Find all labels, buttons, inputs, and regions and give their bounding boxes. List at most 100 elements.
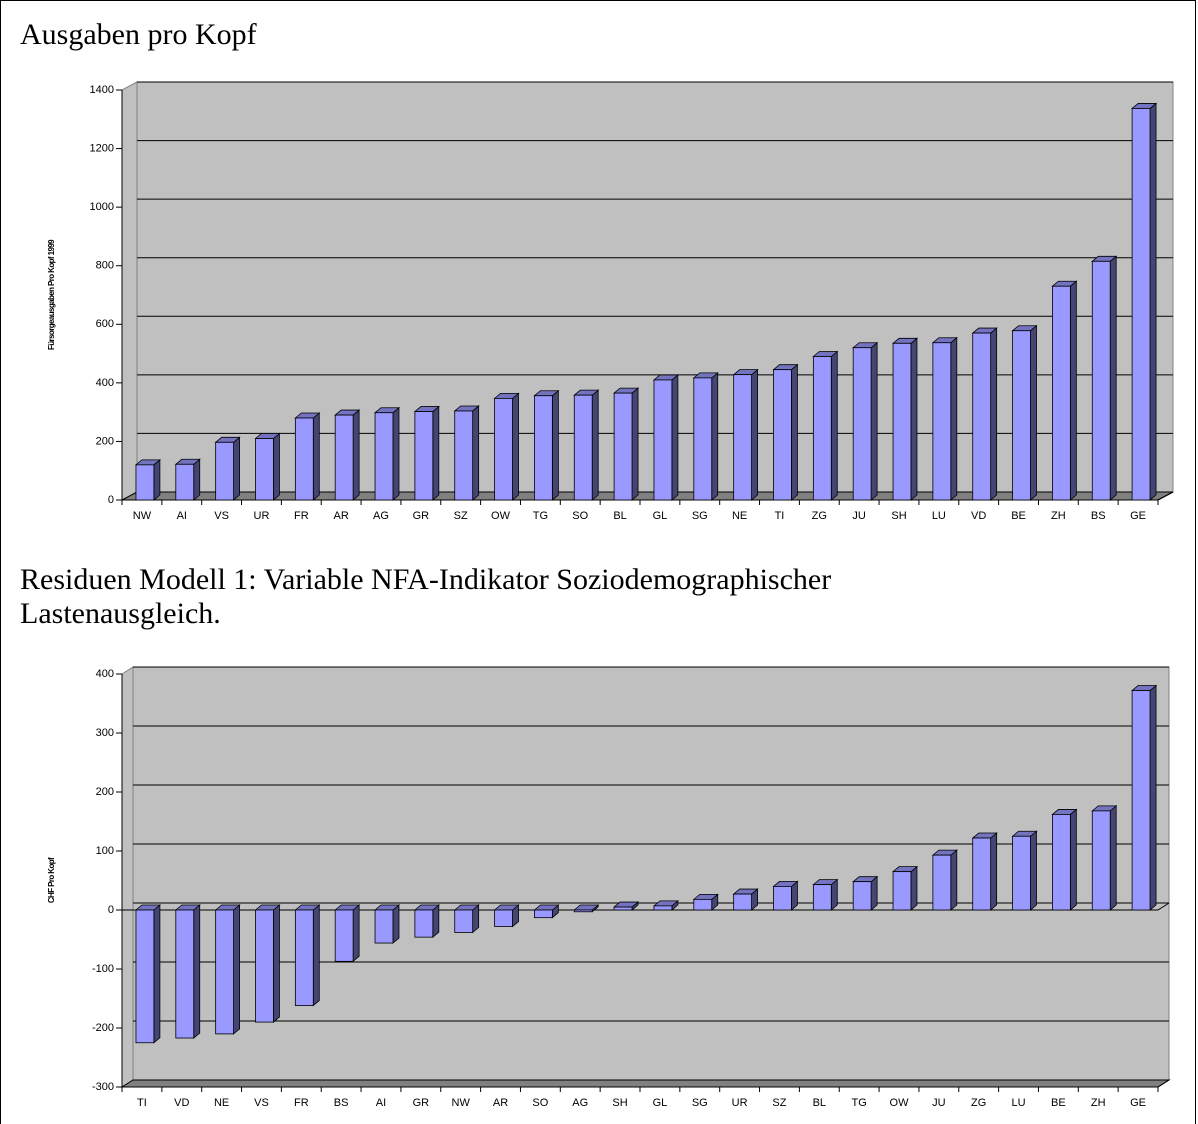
x-tick-label: FR [294, 1097, 309, 1109]
x-tick-label: AI [177, 510, 187, 522]
bar-side [153, 459, 161, 501]
bar [494, 909, 513, 927]
bar [215, 441, 234, 501]
bar-side [233, 436, 240, 501]
x-tick-label: TI [775, 510, 785, 522]
x-tick-label: SH [612, 1097, 627, 1109]
x-tick-label: ZH [1091, 1097, 1106, 1109]
x-tick-label: AG [373, 510, 389, 522]
bar [972, 332, 992, 501]
bar [1131, 108, 1151, 501]
bar [613, 906, 633, 911]
x-tick-label: VS [214, 510, 229, 522]
x-axis-edge [1157, 491, 1174, 501]
bar [175, 909, 195, 1039]
x-tick-label: AG [572, 1097, 588, 1109]
bar-side [910, 337, 918, 501]
chart-title: Residuen Modell 1: Variable NFA-Indikato… [20, 563, 832, 630]
bar-side [392, 406, 400, 501]
bar [215, 909, 234, 1035]
bar [1052, 285, 1071, 501]
bar-side [193, 458, 201, 501]
x-tick-label: OW [491, 510, 511, 522]
bar-side [671, 374, 679, 501]
bar [534, 395, 553, 501]
bar [135, 909, 155, 1044]
x-tick-label: TG [533, 510, 548, 522]
x-tick-label: BS [1091, 510, 1106, 522]
x-tick-label: SZ [454, 510, 468, 522]
bar-side [870, 341, 878, 501]
bar [932, 854, 952, 911]
bar-side [432, 904, 440, 938]
bar [294, 417, 314, 501]
y-tick-label: 400 [96, 377, 114, 389]
x-tick-label: JU [932, 1097, 946, 1109]
bar [454, 909, 474, 933]
bar-side [312, 412, 320, 501]
x-tick-label: TG [852, 1097, 867, 1109]
y-tick-label: 300 [96, 727, 114, 739]
bar [334, 414, 354, 501]
bar [1012, 330, 1031, 501]
bar-side [830, 350, 838, 501]
bar [255, 438, 274, 501]
bar [812, 356, 832, 501]
bar [773, 369, 792, 501]
x-tick-label: JU [852, 510, 866, 522]
bar [175, 463, 195, 501]
bar-side [791, 363, 798, 501]
x-tick-label: NW [452, 1097, 471, 1109]
y-tick-label: 1000 [90, 201, 114, 213]
bar [733, 893, 752, 911]
x-tick-label: NE [214, 1097, 229, 1109]
x-tick-label: OW [890, 1097, 910, 1109]
y-axis-label: Fürsorgeausgaben Pro Kopf 1999 [47, 239, 56, 350]
x-tick-label: NE [732, 510, 747, 522]
side-wall [121, 666, 134, 1088]
bar-side [711, 372, 719, 501]
bar-side [1030, 830, 1037, 911]
y-tick-label: 0 [108, 904, 114, 916]
x-tick-label: VD [174, 1097, 189, 1109]
x-tick-label: LU [932, 510, 946, 522]
bar [534, 909, 553, 919]
bar [1012, 835, 1031, 911]
x-tick-label: LU [1012, 1097, 1026, 1109]
bar-side [1030, 324, 1037, 501]
y-tick-label: 1400 [90, 84, 114, 96]
x-tick-label: UR [254, 510, 270, 522]
bar-side [233, 904, 240, 1035]
y-tick-label: 600 [96, 318, 114, 330]
y-tick-label: -200 [92, 1022, 114, 1034]
x-tick-label: BE [1011, 510, 1026, 522]
bar [892, 871, 912, 911]
x-tick-label: ZG [971, 1097, 986, 1109]
y-axis-label: CHF Pro Kopf [47, 857, 56, 903]
bar [414, 411, 434, 501]
x-tick-label: GE [1130, 1097, 1146, 1109]
bar [1091, 810, 1111, 911]
bar [494, 397, 513, 501]
bar [693, 377, 713, 501]
bar [932, 342, 952, 501]
x-tick-label: GR [413, 1097, 430, 1109]
x-tick-label: SG [692, 1097, 708, 1109]
bar [573, 394, 593, 501]
bar [773, 886, 792, 911]
x-tick-label: GL [653, 1097, 668, 1109]
x-tick-label: BE [1051, 1097, 1066, 1109]
bar [573, 909, 593, 913]
bar [972, 837, 992, 911]
x-axis-edge [1157, 1079, 1170, 1088]
bar [693, 898, 713, 911]
floor [120, 1079, 1171, 1088]
bar-side [870, 875, 878, 911]
x-tick-label: SH [891, 510, 906, 522]
x-tick-label: GL [653, 510, 668, 522]
side-wall [121, 81, 138, 501]
x-tick-label: SZ [772, 1097, 786, 1109]
bar-side [990, 327, 998, 501]
